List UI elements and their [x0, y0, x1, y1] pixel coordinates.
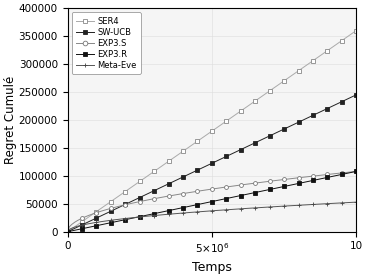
EXP3.R — [91, 225, 96, 228]
EXP3.S — [91, 212, 96, 215]
EXP3.R — [65, 230, 70, 234]
Meta-Eve — [186, 211, 191, 214]
SER4 — [65, 230, 70, 234]
EXP3.R — [221, 197, 226, 201]
Meta-Eve — [91, 221, 96, 225]
SER4 — [186, 146, 191, 149]
EXP3.S — [186, 191, 191, 194]
SW-UCB — [67, 229, 71, 233]
EXP3.R — [171, 208, 175, 211]
Line: Meta-Eve: Meta-Eve — [66, 200, 358, 234]
EXP3.R — [330, 175, 334, 178]
Meta-Eve — [65, 230, 70, 234]
Meta-Eve — [221, 208, 226, 212]
X-axis label: Temps: Temps — [192, 261, 232, 274]
Meta-Eve — [330, 202, 334, 205]
SW-UCB — [171, 180, 175, 183]
SW-UCB — [221, 156, 226, 160]
SER4 — [330, 46, 334, 49]
Line: SER4: SER4 — [66, 29, 358, 234]
Line: SW-UCB: SW-UCB — [66, 93, 358, 234]
SW-UCB — [186, 173, 191, 176]
EXP3.S — [221, 186, 226, 189]
Meta-Eve — [67, 228, 71, 231]
EXP3.S — [354, 170, 359, 173]
SW-UCB — [65, 230, 70, 234]
EXP3.R — [67, 230, 71, 233]
Legend: SER4, SW-UCB, EXP3.S, EXP3.R, Meta-Eve: SER4, SW-UCB, EXP3.S, EXP3.R, Meta-Eve — [72, 12, 141, 74]
EXP3.R — [354, 170, 359, 173]
EXP3.S — [65, 230, 70, 234]
EXP3.S — [330, 172, 334, 176]
EXP3.S — [171, 193, 175, 197]
SW-UCB — [91, 218, 96, 221]
Line: EXP3.S: EXP3.S — [66, 170, 358, 234]
SW-UCB — [330, 105, 334, 108]
Line: EXP3.R: EXP3.R — [66, 170, 358, 234]
SW-UCB — [354, 93, 359, 96]
SER4 — [221, 121, 226, 125]
Y-axis label: Regret Cumulé: Regret Cumulé — [4, 76, 17, 164]
Meta-Eve — [354, 200, 359, 204]
EXP3.S — [67, 226, 71, 229]
SER4 — [91, 212, 96, 215]
SER4 — [171, 157, 175, 160]
SER4 — [67, 229, 71, 232]
SER4 — [354, 29, 359, 32]
Meta-Eve — [171, 212, 175, 215]
EXP3.R — [186, 205, 191, 208]
